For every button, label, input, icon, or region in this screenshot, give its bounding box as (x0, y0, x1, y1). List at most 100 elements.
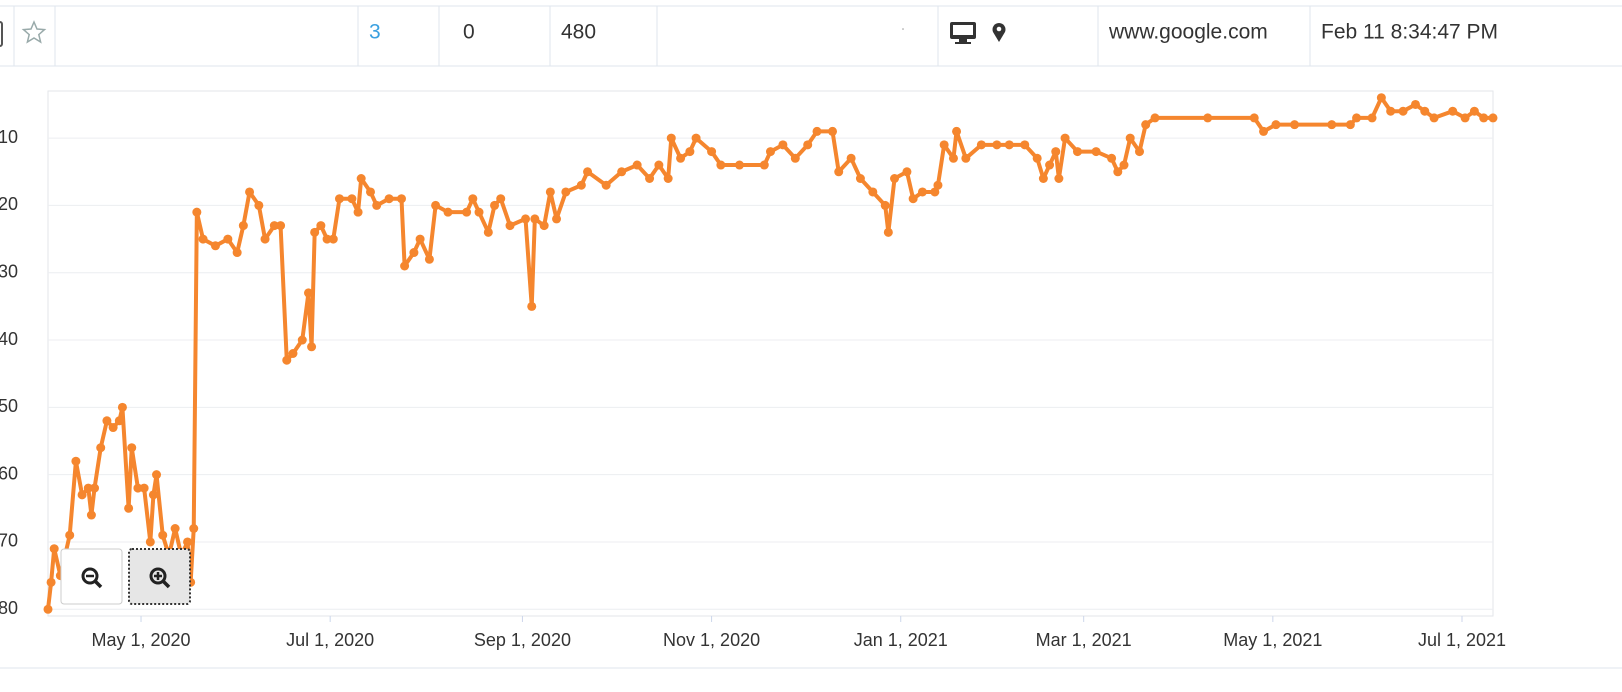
point (685, 147, 695, 157)
cell: 480 (561, 21, 596, 44)
point (1032, 153, 1042, 163)
point (347, 194, 357, 204)
point (707, 147, 717, 157)
point (1072, 147, 1082, 157)
point (790, 153, 800, 163)
point (189, 524, 199, 533)
point (917, 187, 927, 197)
point (1051, 147, 1061, 157)
point (976, 140, 986, 150)
point (1135, 147, 1145, 157)
cell: www.google.com (1108, 21, 1268, 44)
point (384, 194, 394, 204)
point (961, 153, 971, 163)
point (645, 174, 655, 183)
point (505, 221, 515, 231)
point (474, 207, 484, 217)
point (552, 214, 562, 224)
x-tick-label: Nov 1, 2020 (663, 630, 760, 650)
point (1429, 113, 1439, 123)
x-tick-label: May 1, 2020 (91, 630, 190, 650)
point (539, 221, 549, 231)
x-tick-label: Sep 1, 2020 (474, 630, 571, 650)
point (158, 530, 168, 540)
point (254, 200, 264, 210)
point (269, 221, 279, 231)
point (372, 200, 382, 210)
point (483, 227, 493, 237)
x-tick-label: Jan 1, 2021 (854, 630, 948, 650)
point (353, 207, 363, 217)
point (117, 402, 127, 412)
point (834, 167, 844, 177)
point (238, 221, 248, 231)
y-tick-label: 30 (0, 261, 18, 281)
y-tick-label: 60 (0, 463, 18, 483)
point (232, 248, 242, 258)
point (828, 126, 838, 136)
point (114, 416, 124, 426)
point (545, 187, 555, 197)
point (49, 544, 59, 554)
point (468, 194, 478, 204)
point (1119, 160, 1129, 170)
y-tick-label: 20 (0, 194, 18, 214)
point (527, 301, 537, 311)
point (846, 153, 856, 163)
point (1420, 106, 1430, 116)
point (1125, 133, 1135, 143)
zoom-out-icon (81, 567, 99, 585)
point (1345, 120, 1355, 130)
point (890, 174, 900, 183)
point (778, 140, 788, 150)
point (462, 207, 472, 217)
y-tick-label: 10 (0, 127, 18, 147)
zoom-in-icon (161, 579, 171, 589)
star-icon[interactable] (21, 20, 47, 44)
point (1091, 147, 1101, 157)
point (576, 180, 586, 190)
point (245, 187, 255, 197)
point (601, 180, 611, 190)
point (691, 133, 701, 143)
point (1271, 120, 1281, 130)
point (1367, 113, 1377, 123)
point (521, 214, 531, 224)
zoom-out-icon (93, 579, 103, 589)
point (1479, 113, 1489, 123)
point (1448, 106, 1458, 116)
point (170, 524, 180, 533)
point (260, 234, 270, 244)
dot (902, 28, 904, 30)
cell: Feb 11 8:34:47 PM (1321, 21, 1498, 44)
point (490, 200, 500, 210)
point (282, 355, 292, 365)
point (396, 194, 406, 204)
point (1020, 140, 1030, 150)
point (316, 221, 326, 231)
point (198, 234, 208, 244)
point (424, 254, 434, 264)
point (868, 187, 878, 197)
point (716, 160, 726, 170)
point (127, 443, 137, 453)
checkbox[interactable] (0, 21, 3, 47)
point (1150, 113, 1160, 123)
point (1054, 174, 1064, 183)
point (183, 537, 193, 547)
point (1045, 160, 1055, 170)
point (276, 221, 286, 231)
table-row: 3 0 480 www.google.com Feb 11 8:34:47 PM (0, 0, 1622, 67)
point (663, 174, 673, 183)
point (210, 241, 220, 251)
point (356, 174, 366, 183)
point (561, 187, 571, 197)
point (365, 187, 375, 197)
link-count[interactable]: 3 (369, 21, 381, 44)
y-tick-label: 50 (0, 396, 18, 416)
point (734, 160, 744, 170)
point (1488, 113, 1498, 123)
x-tick-label: Jul 1, 2021 (1418, 630, 1506, 650)
